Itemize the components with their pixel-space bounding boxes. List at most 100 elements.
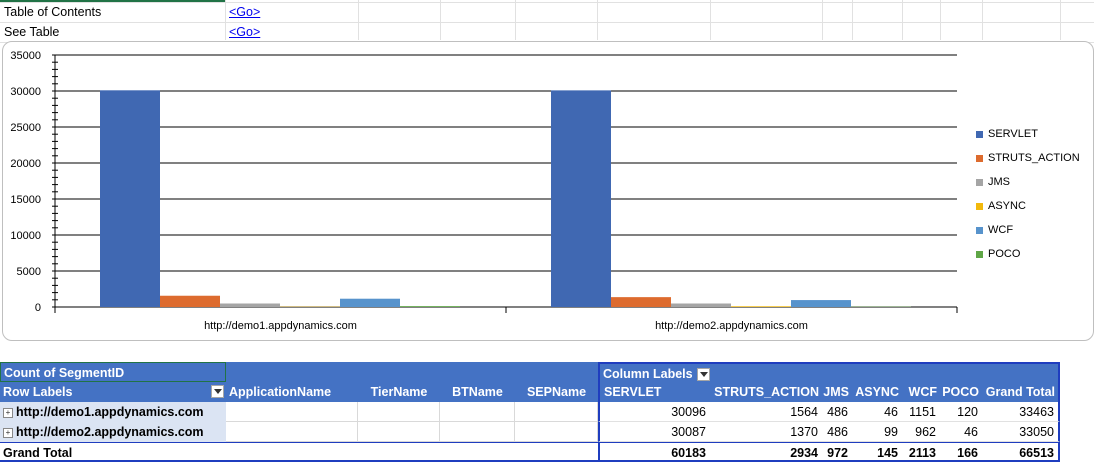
chart-legend: SERVLET STRUTS_ACTION JMS ASYNC WCF POCO <box>976 122 1080 266</box>
y-tick-label: 25000 <box>10 122 41 134</box>
legend-label: ASYNC <box>988 200 1026 212</box>
y-tick-label: 20000 <box>10 158 41 170</box>
value-cell[interactable]: 1370 <box>710 422 822 442</box>
empty-field-cell <box>226 422 358 442</box>
empty-field-cell <box>440 422 515 442</box>
column-header[interactable]: POCO <box>940 382 982 402</box>
gridline <box>358 0 359 40</box>
legend-swatch <box>976 178 983 186</box>
row-label[interactable]: + http://demo2.appdynamics.com <box>0 422 226 442</box>
legend-swatch <box>976 202 983 210</box>
column-header[interactable]: SERVLET <box>598 382 710 402</box>
column-header[interactable]: Grand Total <box>982 382 1060 402</box>
gridline <box>0 22 1094 23</box>
expand-collapse-icon[interactable]: + <box>3 407 13 418</box>
empty-field-cell <box>440 402 515 422</box>
bar-wcf <box>791 300 851 307</box>
gridline <box>440 0 441 40</box>
expand-collapse-icon[interactable]: + <box>3 427 13 438</box>
grand-total-cell[interactable]: 60183 <box>598 442 710 462</box>
value-cell[interactable]: 962 <box>902 422 940 442</box>
bar-poco <box>400 306 460 307</box>
grand-total-cell[interactable]: 145 <box>852 442 902 462</box>
row-label[interactable]: + http://demo1.appdynamics.com <box>0 402 226 422</box>
bar-servlet <box>100 90 160 307</box>
value-cell[interactable]: 1564 <box>710 402 822 422</box>
legend-item: WCF <box>976 218 1080 242</box>
bar-jms <box>220 303 280 307</box>
grand-total-cell[interactable]: 2113 <box>902 442 940 462</box>
row-field-header[interactable]: TierName <box>358 382 440 402</box>
gridline <box>940 0 941 40</box>
toc-label: Table of Contents <box>4 5 102 19</box>
value-cell[interactable]: 486 <box>822 422 852 442</box>
gridline <box>902 0 903 40</box>
gridline <box>515 0 516 40</box>
row-labels-text: Row Labels <box>3 385 73 399</box>
grand-total-label: Grand Total <box>0 442 598 462</box>
value-cell[interactable]: 120 <box>940 402 982 422</box>
gridline <box>710 0 711 40</box>
grand-total-cell[interactable]: 2934 <box>710 442 822 462</box>
bar-chart: 0 5000 10000 15000 20000 25000 30000 35000 http:… <box>10 50 958 332</box>
row-field-header[interactable]: SEPName <box>515 382 598 402</box>
row-label-text: http://demo1.appdynamics.com <box>16 405 204 419</box>
bar-servlet <box>551 90 611 307</box>
gridline <box>597 0 598 40</box>
y-tick-label: 30000 <box>10 86 41 98</box>
legend-item: SERVLET <box>976 122 1080 146</box>
gridline <box>982 0 983 40</box>
value-cell[interactable]: 486 <box>822 402 852 422</box>
value-cell[interactable]: 30096 <box>598 402 710 422</box>
legend-swatch <box>976 250 983 258</box>
pivot-title[interactable]: Count of SegmentID <box>0 362 226 382</box>
value-cell[interactable]: 46 <box>852 402 902 422</box>
gridline <box>225 0 226 40</box>
pivot-header-fill <box>226 362 598 382</box>
value-cell[interactable]: 1151 <box>902 402 940 422</box>
selected-cell-indicator <box>0 0 225 2</box>
legend-item: STRUTS_ACTION <box>976 146 1080 170</box>
x-category-label: http://demo2.appdynamics.com <box>655 320 808 332</box>
legend-swatch <box>976 154 983 162</box>
grand-total-cell[interactable]: 66513 <box>982 442 1060 462</box>
empty-field-cell <box>515 402 598 422</box>
empty-field-cell <box>358 402 440 422</box>
y-tick-label: 35000 <box>10 50 41 62</box>
value-cell[interactable]: 99 <box>852 422 902 442</box>
row-labels-header[interactable]: Row Labels <box>0 382 226 402</box>
column-labels-header[interactable]: Column Labels <box>598 362 1060 382</box>
legend-swatch <box>976 226 983 234</box>
bar-jms <box>671 303 731 307</box>
legend-label: JMS <box>988 176 1010 188</box>
see-table-label: See Table <box>4 25 60 39</box>
legend-label: WCF <box>988 224 1014 236</box>
value-cell[interactable]: 46 <box>940 422 982 442</box>
row-labels-filter-dropdown[interactable] <box>211 385 224 398</box>
gridline <box>822 0 823 40</box>
y-tick-label: 10000 <box>10 230 41 242</box>
y-tick-label: 0 <box>35 302 41 314</box>
x-category-label: http://demo1.appdynamics.com <box>204 320 357 332</box>
legend-item: ASYNC <box>976 194 1080 218</box>
y-tick-label: 5000 <box>17 266 41 278</box>
toc-go-link[interactable]: <Go> <box>229 5 261 19</box>
legend-swatch <box>976 130 983 138</box>
bar-wcf <box>340 298 400 307</box>
value-cell[interactable]: 30087 <box>598 422 710 442</box>
column-labels-filter-dropdown[interactable] <box>696 368 710 382</box>
empty-field-cell <box>515 422 598 442</box>
value-cell[interactable]: 33050 <box>982 422 1060 442</box>
column-header[interactable]: JMS <box>822 382 852 402</box>
row-label-text: http://demo2.appdynamics.com <box>16 425 204 439</box>
row-field-header[interactable]: BTName <box>440 382 515 402</box>
column-header[interactable]: STRUTS_ACTION <box>710 382 822 402</box>
see-table-go-link[interactable]: <Go> <box>229 25 261 39</box>
column-header[interactable]: ASYNC <box>852 382 902 402</box>
grand-total-cell[interactable]: 166 <box>940 442 982 462</box>
grand-total-cell[interactable]: 972 <box>822 442 852 462</box>
row-field-header[interactable]: ApplicationName <box>226 382 358 402</box>
legend-label: SERVLET <box>988 128 1038 140</box>
column-header[interactable]: WCF <box>902 382 940 402</box>
value-cell[interactable]: 33463 <box>982 402 1060 422</box>
